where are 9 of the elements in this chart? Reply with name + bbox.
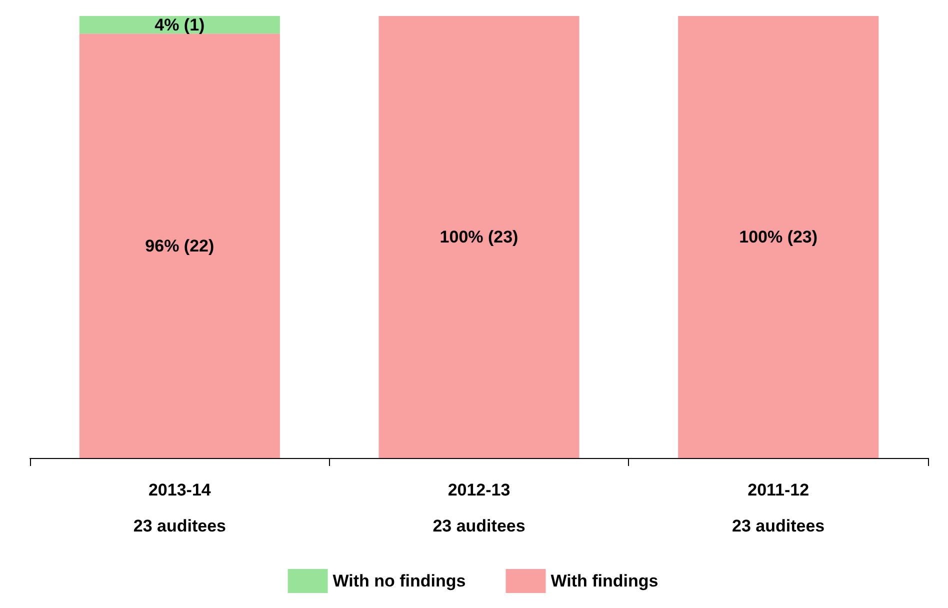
legend-label: With no findings bbox=[332, 572, 466, 590]
x-tick-label: 2012-13 23 auditees bbox=[432, 480, 526, 536]
data-label: 96% (22) bbox=[145, 236, 214, 256]
x-tick-label: 2013-14 23 auditees bbox=[133, 480, 226, 536]
data-label: 4% (1) bbox=[154, 15, 205, 34]
x-tick-label: 2011-12 23 auditees bbox=[732, 480, 825, 536]
data-label: 100% (23) bbox=[440, 228, 518, 246]
data-label: 100% (23) bbox=[739, 228, 818, 246]
legend-label: With findings bbox=[550, 572, 658, 590]
